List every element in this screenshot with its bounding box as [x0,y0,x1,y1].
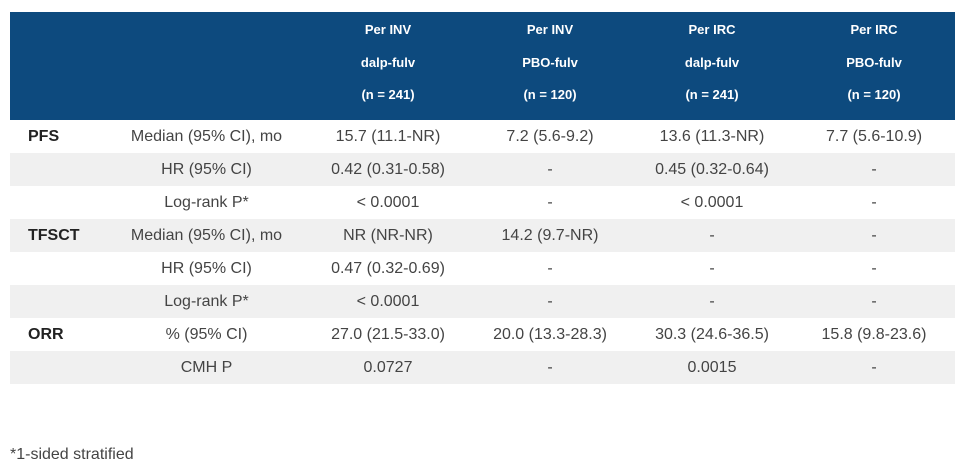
header-line1: Per IRC [850,22,898,37]
cell-value: < 0.0001 [307,285,469,318]
cell-value: < 0.0001 [680,193,744,211]
header-col-inv-pbo: Per INV PBO-fulv (n = 120) [469,12,631,120]
header-line3: (n = 120) [523,87,577,103]
cell-value: - [469,153,631,186]
row-param: PFS [28,127,60,145]
row-stat: Median (95% CI), mo [106,219,307,252]
cell-value: 30.3 (24.6-36.5) [655,325,769,343]
row-param [10,252,106,285]
cell-value: - [469,351,631,384]
cell-value: 13.6 (11.3-NR) [659,127,765,145]
table-row: ORR % (95% CI) 27.0 (21.5-33.0) 20.0 (13… [10,318,955,351]
header-blank-param [10,12,106,120]
header-line3: (n = 241) [685,87,739,103]
cell-value: 27.0 (21.5-33.0) [331,325,445,343]
row-stat: CMH P [106,351,307,384]
cell-value: - [469,285,631,318]
header-line2: dalp-fulv [684,54,740,70]
header-line3: (n = 241) [361,87,415,103]
row-stat: Log-rank P* [106,285,307,318]
cell-value: - [793,351,955,384]
header-line1: Per INV [526,22,574,37]
row-stat: HR (95% CI) [106,153,307,186]
table-row: HR (95% CI) 0.47 (0.32-0.69) - - - [10,252,955,285]
table-row: HR (95% CI) 0.42 (0.31-0.58) - 0.45 (0.3… [10,153,955,186]
cell-value: 7.7 (5.6-10.9) [825,127,923,145]
row-stat: Median (95% CI), mo [130,127,283,145]
header-line2: dalp-fulv [360,54,416,70]
table-row: PFS Median (95% CI), mo 15.7 (11.1-NR) 7… [10,120,955,153]
row-param: ORR [28,325,64,343]
row-stat: Log-rank P* [164,193,249,211]
row-param [10,186,106,219]
table-row: TFSCT Median (95% CI), mo NR (NR-NR) 14.… [10,219,955,252]
header-col-irc-dalp: Per IRC dalp-fulv (n = 241) [631,12,793,120]
row-param [10,285,106,318]
cell-value: - [793,219,955,252]
cell-value: - [631,285,793,318]
header-line2: PBO-fulv [522,54,578,70]
cell-value: 15.8 (9.8-23.6) [821,325,927,343]
table-header: Per INV dalp-fulv (n = 241) Per INV PBO-… [10,12,955,120]
header-line1: Per INV [364,22,412,37]
cell-value: 0.47 (0.32-0.69) [331,259,445,277]
row-param [10,351,106,384]
table-row: Log-rank P* < 0.0001 - - - [10,285,955,318]
cell-value: 0.0727 [307,351,469,384]
table-row: Log-rank P* < 0.0001 - < 0.0001 - [10,186,955,219]
cell-value: - [793,153,955,186]
cell-value: 0.0015 [631,351,793,384]
cell-value: - [631,219,793,252]
header-col-irc-pbo: Per IRC PBO-fulv (n = 120) [793,12,955,120]
cell-value: - [709,259,715,277]
cell-value: 7.2 (5.6-9.2) [506,127,594,145]
cell-value: 0.45 (0.32-0.64) [631,153,793,186]
cell-value: 14.2 (9.7-NR) [469,219,631,252]
header-col-inv-dalp: Per INV dalp-fulv (n = 241) [307,12,469,120]
header-blank-stat [106,12,307,120]
cell-value: 20.0 (13.3-28.3) [493,325,607,343]
table-body: PFS Median (95% CI), mo 15.7 (11.1-NR) 7… [10,120,955,384]
header-line1: Per IRC [688,22,736,37]
footnote: *1-sided stratified [10,446,134,463]
cell-value: - [871,193,877,211]
cell-value: - [793,285,955,318]
row-param: TFSCT [10,219,106,252]
row-stat: HR (95% CI) [161,259,252,277]
cell-value: - [547,259,553,277]
row-param [10,153,106,186]
cell-value: < 0.0001 [356,193,420,211]
table-row: CMH P 0.0727 - 0.0015 - [10,351,955,384]
cell-value: 15.7 (11.1-NR) [335,127,441,145]
cell-value: 0.42 (0.31-0.58) [307,153,469,186]
cell-value: - [547,193,553,211]
header-line3: (n = 120) [847,87,901,103]
results-table: Per INV dalp-fulv (n = 241) Per INV PBO-… [10,12,955,384]
cell-value: - [871,259,877,277]
cell-value: NR (NR-NR) [307,219,469,252]
header-line2: PBO-fulv [846,54,902,70]
row-stat: % (95% CI) [165,325,248,343]
